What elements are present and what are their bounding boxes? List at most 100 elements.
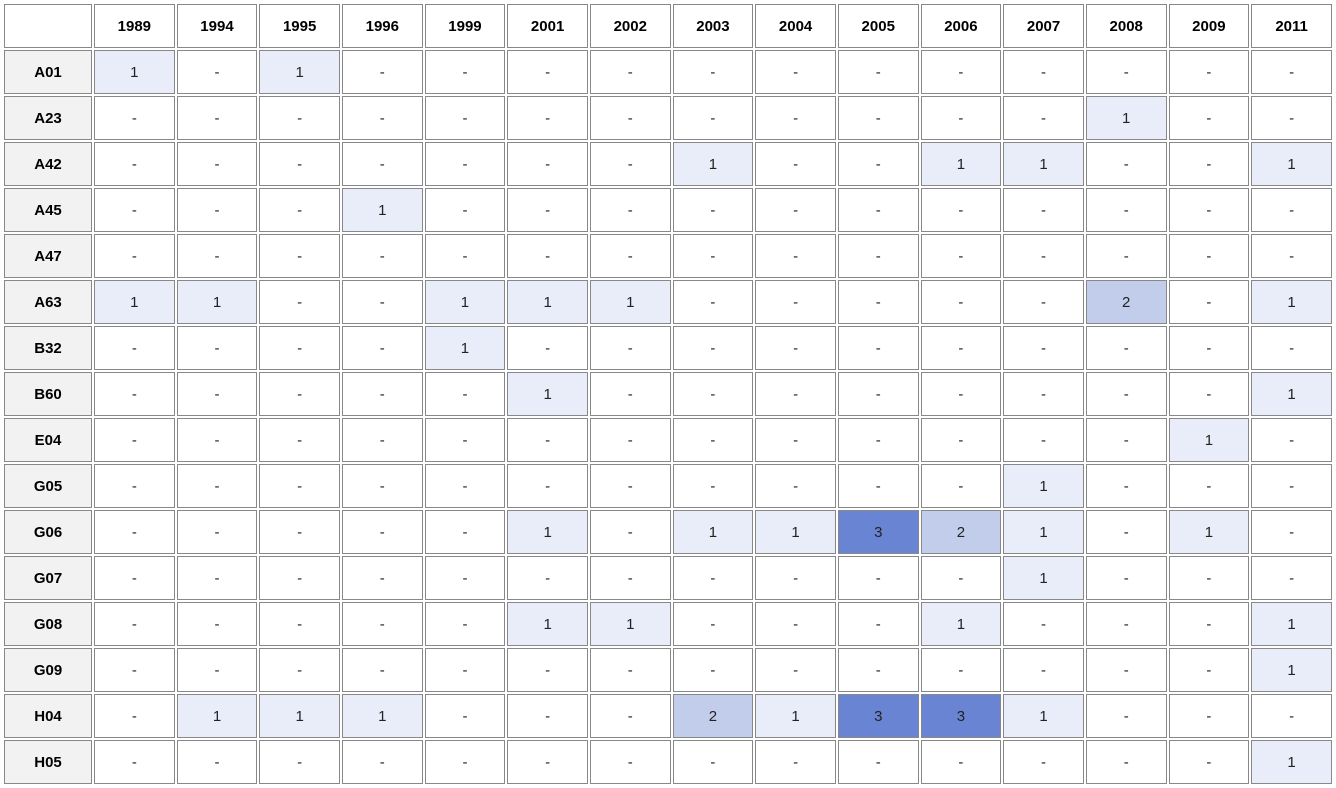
cell: - [1003, 740, 1084, 784]
cell: 1 [507, 510, 588, 554]
cell: - [590, 464, 671, 508]
cell: 1 [342, 694, 423, 738]
cell: - [259, 326, 340, 370]
cell: - [590, 326, 671, 370]
cell: - [259, 648, 340, 692]
cell: - [921, 418, 1002, 462]
cell: - [1003, 280, 1084, 324]
cell: 1 [259, 694, 340, 738]
cell: - [425, 648, 506, 692]
cell: 3 [838, 694, 919, 738]
cell: - [342, 464, 423, 508]
cell: - [755, 648, 836, 692]
cell: - [507, 234, 588, 278]
cell: - [177, 234, 258, 278]
cell: 1 [1003, 464, 1084, 508]
cell: - [673, 280, 754, 324]
cell: - [755, 326, 836, 370]
cell: - [507, 418, 588, 462]
cell: - [838, 326, 919, 370]
cell: - [590, 96, 671, 140]
cell: - [673, 96, 754, 140]
cell: 1 [342, 188, 423, 232]
table-row: G08-----11---1---1 [4, 602, 1332, 646]
header-row: 1989199419951996199920012002200320042005… [4, 4, 1332, 48]
cell: - [1003, 326, 1084, 370]
cell: 1 [177, 280, 258, 324]
cell: 1 [259, 50, 340, 94]
cell: - [259, 234, 340, 278]
cell: 1 [755, 694, 836, 738]
cell: - [259, 280, 340, 324]
cell: - [838, 96, 919, 140]
heatmap-body: A011-1------------A23------------1--A42-… [4, 50, 1332, 784]
table-row: H05--------------1 [4, 740, 1332, 784]
cell: - [590, 418, 671, 462]
cell: - [755, 280, 836, 324]
cell: - [1251, 96, 1332, 140]
col-header-2005: 2005 [838, 4, 919, 48]
cell: 3 [921, 694, 1002, 738]
cell: - [838, 142, 919, 186]
cell: - [921, 234, 1002, 278]
col-header-2008: 2008 [1086, 4, 1167, 48]
cell: - [921, 648, 1002, 692]
cell: - [259, 510, 340, 554]
cell: - [1086, 50, 1167, 94]
cell: - [838, 50, 919, 94]
cell: - [342, 280, 423, 324]
cell: - [425, 602, 506, 646]
cell: 2 [673, 694, 754, 738]
cell: - [94, 510, 175, 554]
cell: - [673, 326, 754, 370]
col-header-1995: 1995 [259, 4, 340, 48]
cell: - [673, 464, 754, 508]
row-header-A23: A23 [4, 96, 92, 140]
col-header-2009: 2009 [1169, 4, 1250, 48]
cell: - [921, 188, 1002, 232]
cell: - [921, 740, 1002, 784]
cell: - [259, 372, 340, 416]
cell: - [755, 372, 836, 416]
cell: - [1003, 602, 1084, 646]
cell: - [507, 740, 588, 784]
cell: - [425, 142, 506, 186]
col-header-1994: 1994 [177, 4, 258, 48]
cell: - [673, 234, 754, 278]
cell: - [1251, 234, 1332, 278]
cell: - [1169, 602, 1250, 646]
cell: - [259, 602, 340, 646]
cell: - [259, 418, 340, 462]
table-row: A47--------------- [4, 234, 1332, 278]
cell: - [1086, 694, 1167, 738]
cell: - [259, 96, 340, 140]
row-header-H04: H04 [4, 694, 92, 738]
cell: - [1003, 188, 1084, 232]
cell: - [259, 556, 340, 600]
col-header-2006: 2006 [921, 4, 1002, 48]
cell: - [1086, 372, 1167, 416]
cell: - [921, 372, 1002, 416]
cell: - [838, 602, 919, 646]
cell: - [177, 96, 258, 140]
cell: 1 [1003, 556, 1084, 600]
cell: - [425, 464, 506, 508]
cell: 1 [590, 602, 671, 646]
cell: - [94, 556, 175, 600]
cell: 1 [507, 602, 588, 646]
cell: - [838, 188, 919, 232]
cell: - [507, 142, 588, 186]
cell: - [1086, 234, 1167, 278]
cell: 1 [177, 694, 258, 738]
cell: - [425, 50, 506, 94]
cell: - [921, 96, 1002, 140]
row-header-B32: B32 [4, 326, 92, 370]
cell: - [1251, 418, 1332, 462]
cell: 1 [1003, 694, 1084, 738]
cell: - [838, 464, 919, 508]
cell: - [1086, 556, 1167, 600]
cell: 1 [1251, 280, 1332, 324]
cell: - [259, 188, 340, 232]
cell: - [425, 96, 506, 140]
cell: - [1251, 510, 1332, 554]
